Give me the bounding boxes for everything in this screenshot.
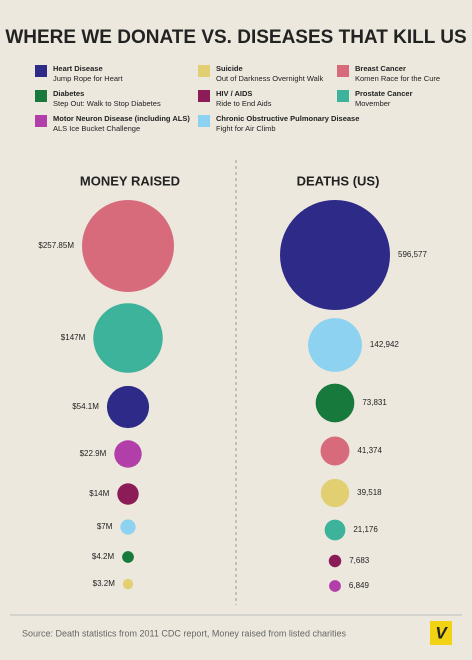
legend-name: Heart Disease bbox=[53, 64, 103, 73]
value-label: 596,577 bbox=[398, 250, 427, 259]
value-label: $54.1M bbox=[72, 402, 99, 411]
legend-swatch bbox=[35, 90, 47, 102]
bubble bbox=[122, 551, 134, 563]
legend-name: Suicide bbox=[216, 64, 243, 73]
legend-swatch bbox=[337, 65, 349, 77]
title: WHERE WE DONATE VS. DISEASES THAT KILL U… bbox=[5, 27, 466, 48]
value-label: 21,176 bbox=[353, 525, 378, 534]
value-label: $7M bbox=[97, 522, 113, 531]
bubble bbox=[315, 383, 355, 423]
legend-name: Chronic Obstructive Pulmonary Disease bbox=[216, 114, 359, 123]
legend-event: Jump Rope for Heart bbox=[53, 74, 124, 83]
bubble bbox=[329, 580, 341, 592]
bubble bbox=[82, 200, 174, 292]
legend-name: Prostate Cancer bbox=[355, 89, 413, 98]
bubble bbox=[328, 554, 342, 568]
bubble bbox=[117, 483, 139, 505]
value-label: 73,831 bbox=[362, 398, 387, 407]
legend-name: Breast Cancer bbox=[355, 64, 406, 73]
value-label: 39,518 bbox=[357, 488, 382, 497]
legend-swatch bbox=[35, 65, 47, 77]
legend-name: Motor Neuron Disease (including ALS) bbox=[53, 114, 190, 123]
logo-box bbox=[430, 621, 452, 645]
source: Source: Death statistics from 2011 CDC r… bbox=[22, 628, 346, 638]
legend-event: Movember bbox=[355, 99, 391, 108]
legend-swatch bbox=[198, 115, 210, 127]
legend-name: Diabetes bbox=[53, 89, 84, 98]
legend-swatch bbox=[35, 115, 47, 127]
bubble bbox=[93, 303, 163, 373]
bubble bbox=[308, 318, 362, 372]
bubble bbox=[120, 519, 136, 535]
bubble bbox=[106, 385, 150, 429]
value-label: $4.2M bbox=[92, 552, 115, 561]
bubble bbox=[320, 436, 350, 466]
legend-event: Out of Darkness Overnight Walk bbox=[216, 74, 324, 83]
bubble bbox=[114, 440, 142, 468]
value-label: $14M bbox=[89, 489, 109, 498]
chart-title: MONEY RAISED bbox=[80, 173, 180, 188]
value-label: $22.9M bbox=[80, 449, 107, 458]
legend-event: ALS Ice Bucket Challenge bbox=[53, 124, 140, 133]
legend-swatch bbox=[198, 65, 210, 77]
value-label: $147M bbox=[61, 333, 86, 342]
legend-name: HIV / AIDS bbox=[216, 89, 252, 98]
legend-event: Ride to End Aids bbox=[216, 99, 272, 108]
value-label: $3.2M bbox=[93, 579, 116, 588]
legend-swatch bbox=[337, 90, 349, 102]
legend-event: Fight for Air Climb bbox=[216, 124, 276, 133]
value-label: $257.85M bbox=[38, 241, 74, 250]
legend-event: Komen Race for the Cure bbox=[355, 74, 440, 83]
value-label: 142,942 bbox=[370, 340, 399, 349]
value-label: 7,683 bbox=[349, 556, 370, 565]
bubble bbox=[320, 478, 350, 508]
chart-title: DEATHS (US) bbox=[297, 173, 380, 188]
value-label: 6,849 bbox=[349, 581, 370, 590]
legend-swatch bbox=[198, 90, 210, 102]
legend-event: Step Out: Walk to Stop Diabetes bbox=[53, 99, 161, 108]
bubble bbox=[324, 519, 346, 541]
bubble bbox=[122, 578, 134, 590]
bubble bbox=[280, 200, 390, 310]
logo: V bbox=[435, 623, 448, 642]
value-label: 41,374 bbox=[357, 446, 382, 455]
